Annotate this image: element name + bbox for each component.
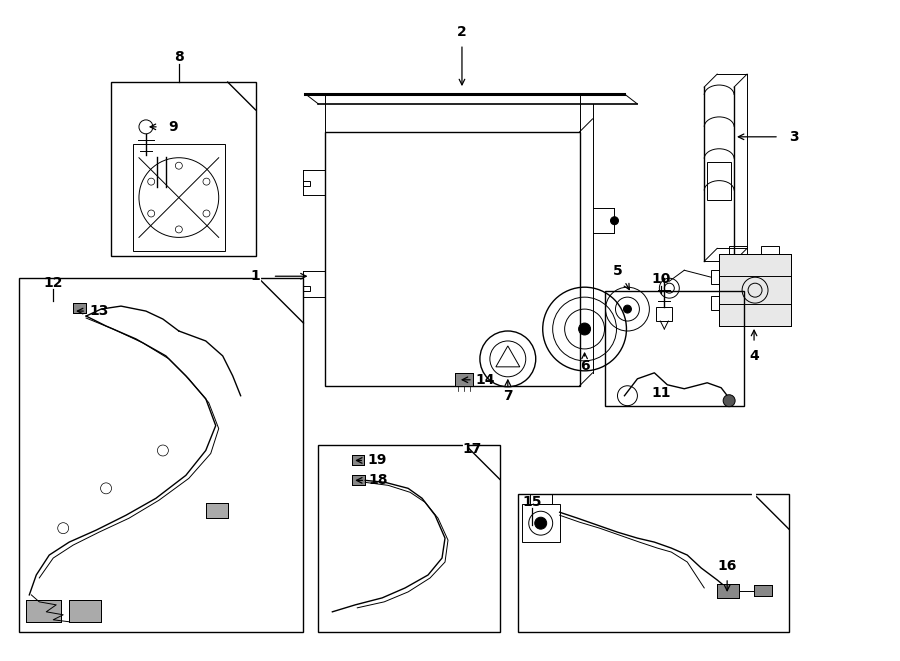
Bar <box>111 82 256 256</box>
Bar <box>530 494 552 504</box>
Circle shape <box>624 305 632 313</box>
Bar <box>719 254 791 326</box>
Text: 18: 18 <box>368 473 388 487</box>
Bar <box>711 296 719 310</box>
Circle shape <box>535 517 546 529</box>
Circle shape <box>579 323 590 335</box>
Bar <box>761 247 779 254</box>
Bar <box>352 455 365 465</box>
Circle shape <box>724 395 735 407</box>
Bar <box>206 503 228 518</box>
Text: 14: 14 <box>475 373 495 387</box>
Text: 10: 10 <box>652 272 671 286</box>
Text: 8: 8 <box>174 50 184 64</box>
Bar <box>717 584 739 598</box>
Bar <box>455 373 472 386</box>
Text: 17: 17 <box>463 442 482 455</box>
Bar <box>26 600 61 622</box>
Bar <box>717 584 739 598</box>
Bar <box>754 585 772 596</box>
Bar <box>711 270 719 284</box>
Text: 2: 2 <box>457 25 467 39</box>
Bar <box>326 132 580 386</box>
Text: 9: 9 <box>168 120 177 134</box>
Bar <box>352 455 365 465</box>
Bar <box>522 504 560 542</box>
Bar <box>719 254 791 326</box>
Bar <box>605 291 744 406</box>
Bar <box>656 307 672 321</box>
Bar <box>26 600 61 622</box>
Bar <box>319 444 500 632</box>
Bar <box>518 494 789 632</box>
Bar <box>352 475 365 485</box>
Text: 11: 11 <box>652 386 671 400</box>
Text: 3: 3 <box>789 130 798 144</box>
Bar <box>133 144 225 251</box>
Text: 15: 15 <box>522 495 542 509</box>
Bar <box>303 286 310 291</box>
Bar <box>352 475 365 485</box>
Bar <box>729 247 747 254</box>
Text: 19: 19 <box>367 453 387 467</box>
Bar <box>73 303 86 313</box>
Circle shape <box>610 217 618 225</box>
Text: 5: 5 <box>613 264 623 278</box>
Text: 16: 16 <box>717 559 737 573</box>
Text: 12: 12 <box>43 276 63 290</box>
Text: 4: 4 <box>749 349 759 363</box>
Bar <box>455 373 472 386</box>
Text: 7: 7 <box>503 389 513 403</box>
Bar <box>73 303 86 313</box>
Bar <box>69 600 101 622</box>
Text: 1: 1 <box>251 269 260 283</box>
Bar <box>19 278 303 632</box>
Bar <box>69 600 101 622</box>
Bar <box>303 182 310 186</box>
Bar <box>707 162 731 200</box>
Bar <box>754 585 772 596</box>
Text: 13: 13 <box>89 304 109 318</box>
Text: 6: 6 <box>580 359 590 373</box>
Bar <box>206 503 228 518</box>
